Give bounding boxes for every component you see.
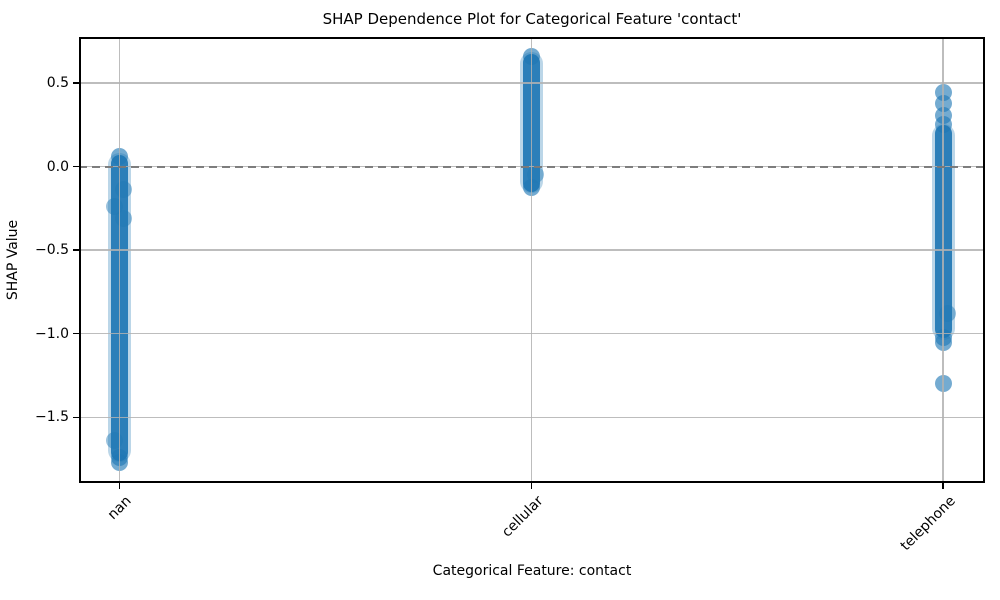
y-tick-label: −0.5	[35, 242, 69, 259]
y-tick-mark	[73, 165, 79, 168]
y-tick-mark	[73, 249, 79, 251]
y-axis-label: SHAP Value	[5, 219, 21, 301]
x-tick-label-cellular: cellular	[499, 493, 547, 541]
x-axis-label: Categorical Feature: contact	[432, 563, 632, 579]
y-tick-mark	[73, 82, 79, 84]
zero-reference-line	[79, 165, 985, 168]
x-gridline-nan	[118, 37, 121, 483]
y-tick-label: −1.5	[35, 409, 69, 426]
y-gridline-−1.5	[79, 416, 985, 419]
y-tick-label: 0.5	[46, 74, 69, 91]
x-tick-mark	[530, 483, 533, 489]
x-tick-mark	[942, 483, 944, 489]
y-tick-mark	[73, 332, 79, 335]
y-gridline-0.5	[79, 82, 985, 84]
x-gridline-telephone	[942, 37, 944, 483]
y-gridline-−1.0	[79, 332, 985, 335]
x-gridline-cellular	[530, 37, 533, 483]
y-tick-label: −1.0	[35, 325, 69, 342]
chart-title: SHAP Dependence Plot for Categorical Fea…	[322, 10, 742, 28]
y-tick-mark	[73, 416, 79, 419]
y-gridline-−0.5	[79, 249, 985, 251]
x-tick-mark	[118, 483, 121, 489]
x-tick-label-telephone: telephone	[897, 493, 959, 555]
plot-area	[79, 37, 985, 483]
x-tick-label-nan: nan	[104, 493, 135, 523]
y-tick-label: 0.0	[46, 158, 69, 175]
